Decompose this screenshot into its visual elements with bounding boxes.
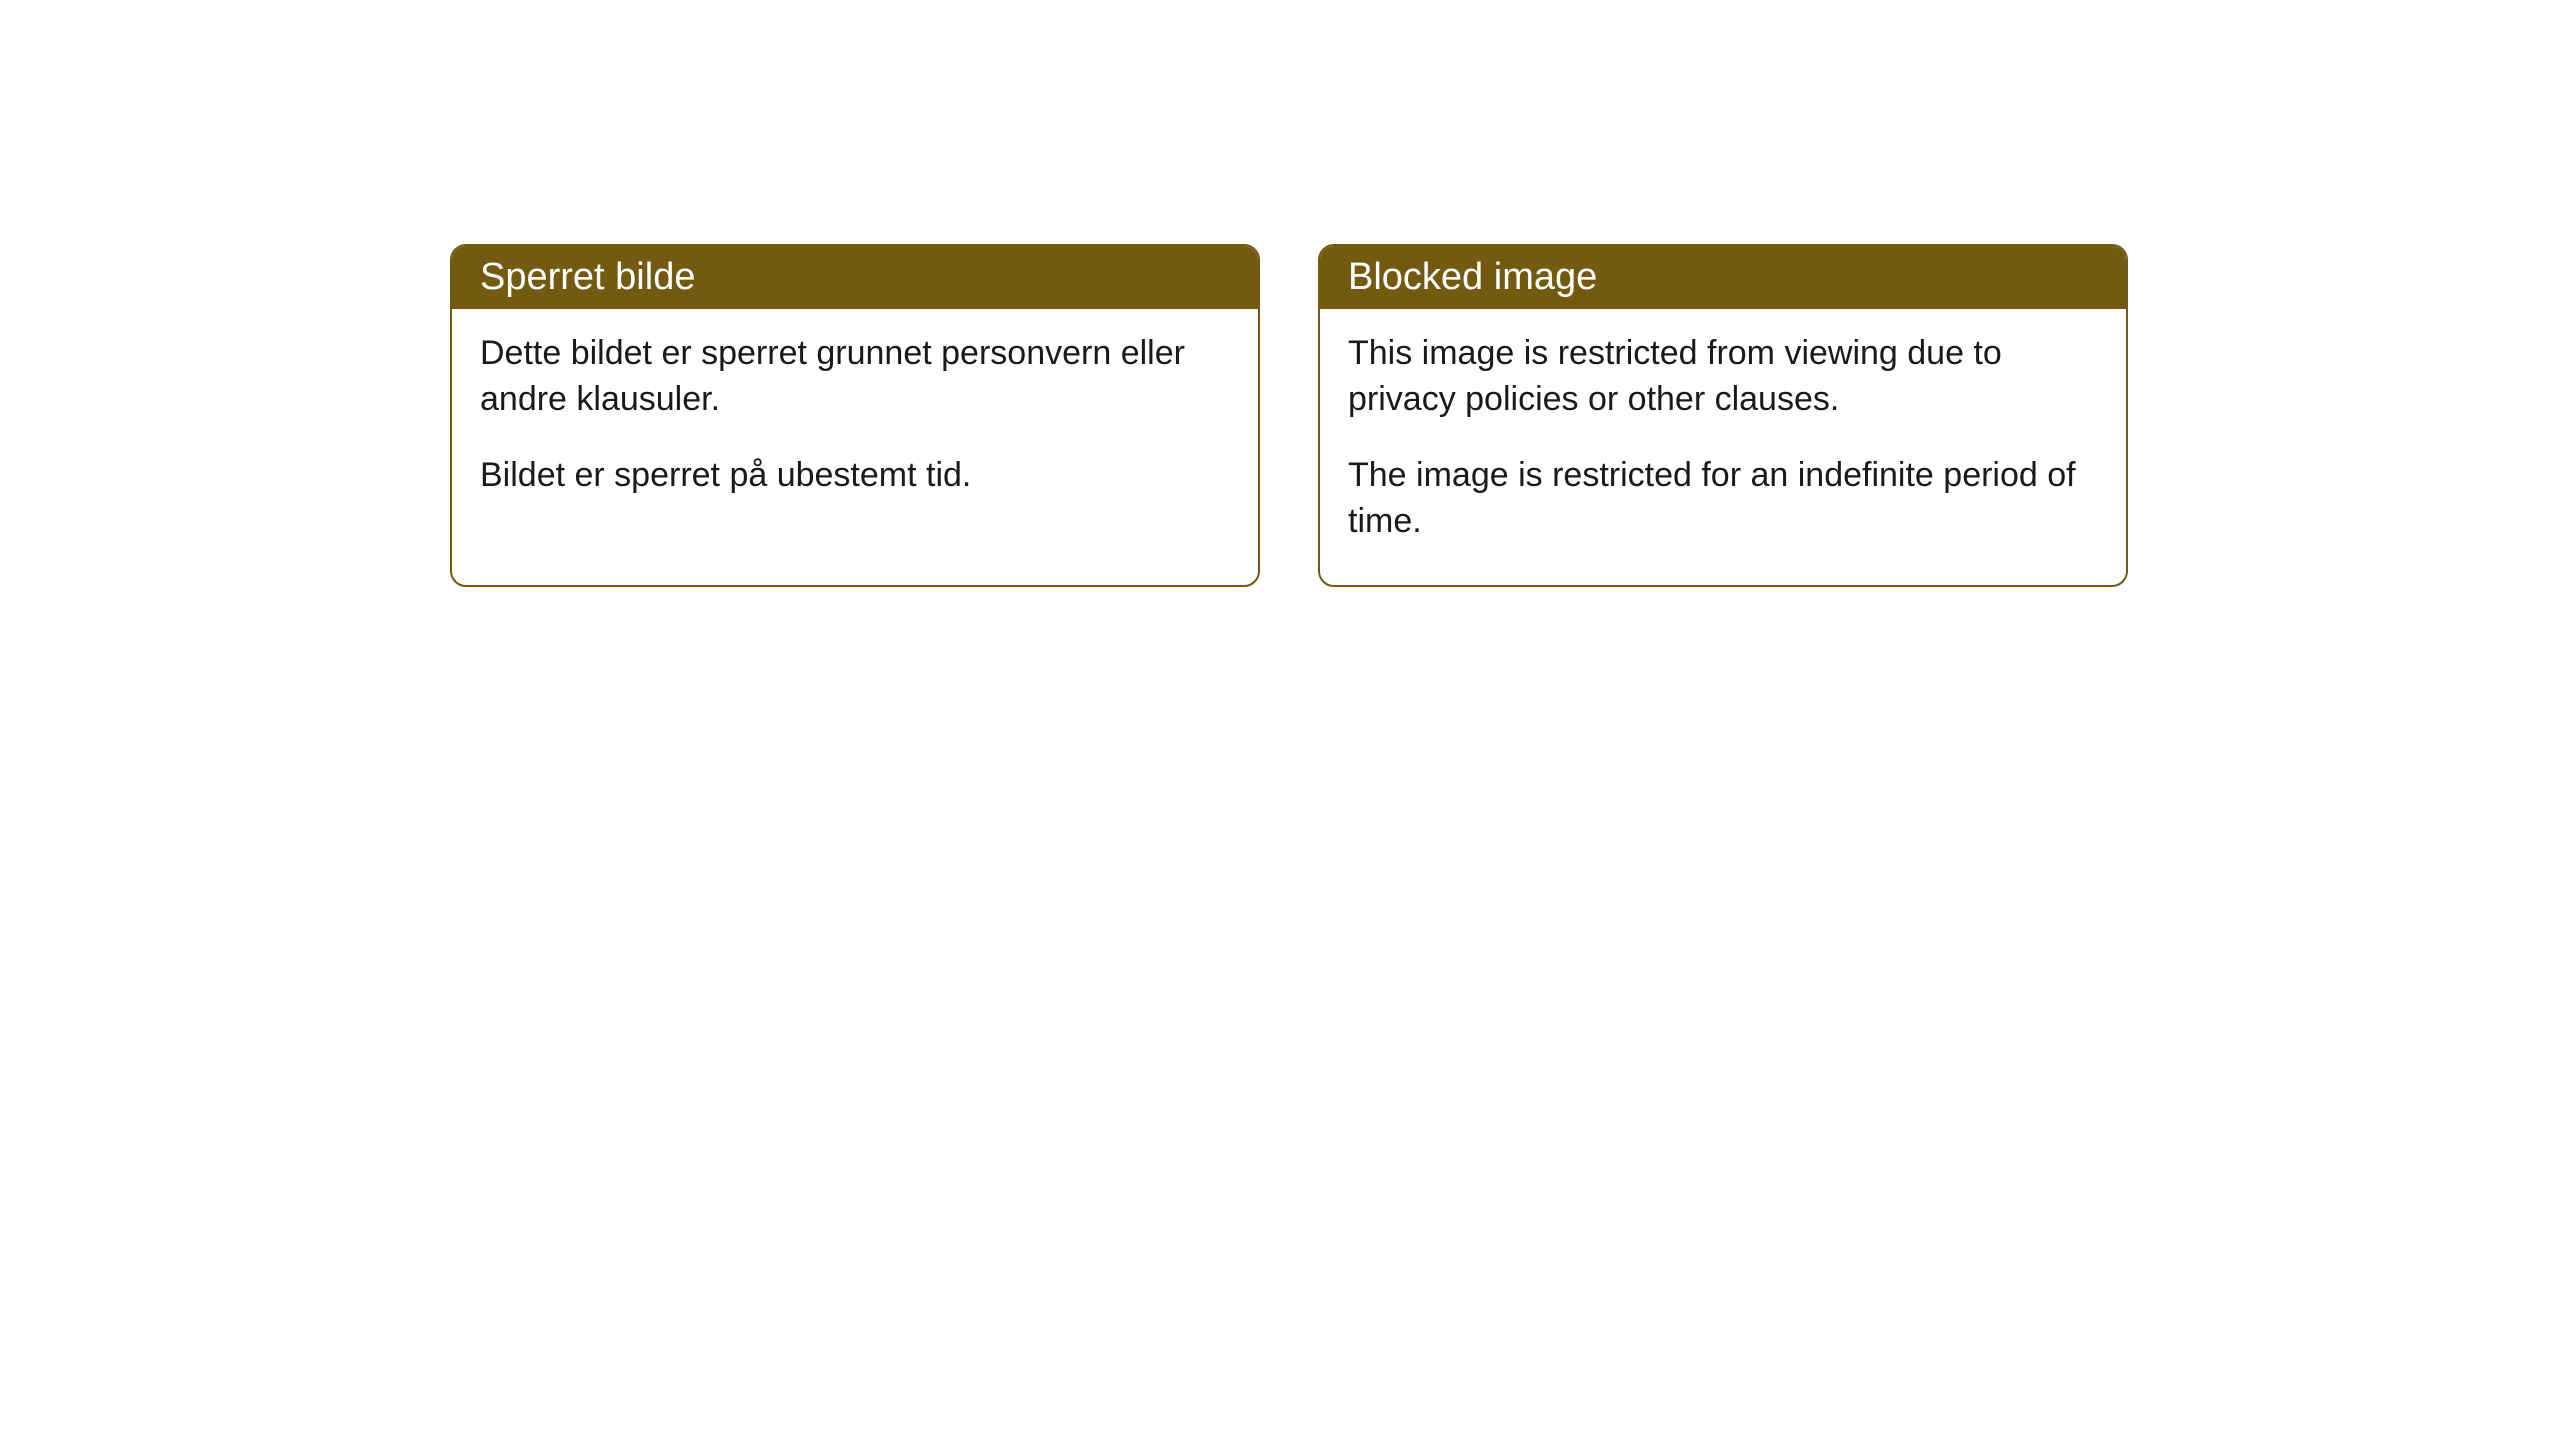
card-body: This image is restricted from viewing du… (1320, 309, 2126, 585)
card-paragraph: Dette bildet er sperret grunnet personve… (480, 331, 1230, 423)
card-paragraph: The image is restricted for an indefinit… (1348, 453, 2098, 545)
card-paragraph: Bildet er sperret på ubestemt tid. (480, 453, 1230, 499)
card-title: Sperret bilde (480, 256, 695, 298)
card-paragraph: This image is restricted from viewing du… (1348, 331, 2098, 423)
card-header: Sperret bilde (452, 246, 1258, 309)
card-container: Sperret bilde Dette bildet er sperret gr… (0, 0, 2560, 587)
notice-card-norwegian: Sperret bilde Dette bildet er sperret gr… (450, 244, 1260, 587)
card-body: Dette bildet er sperret grunnet personve… (452, 309, 1258, 539)
card-title: Blocked image (1348, 256, 1597, 298)
card-header: Blocked image (1320, 246, 2126, 309)
notice-card-english: Blocked image This image is restricted f… (1318, 244, 2128, 587)
